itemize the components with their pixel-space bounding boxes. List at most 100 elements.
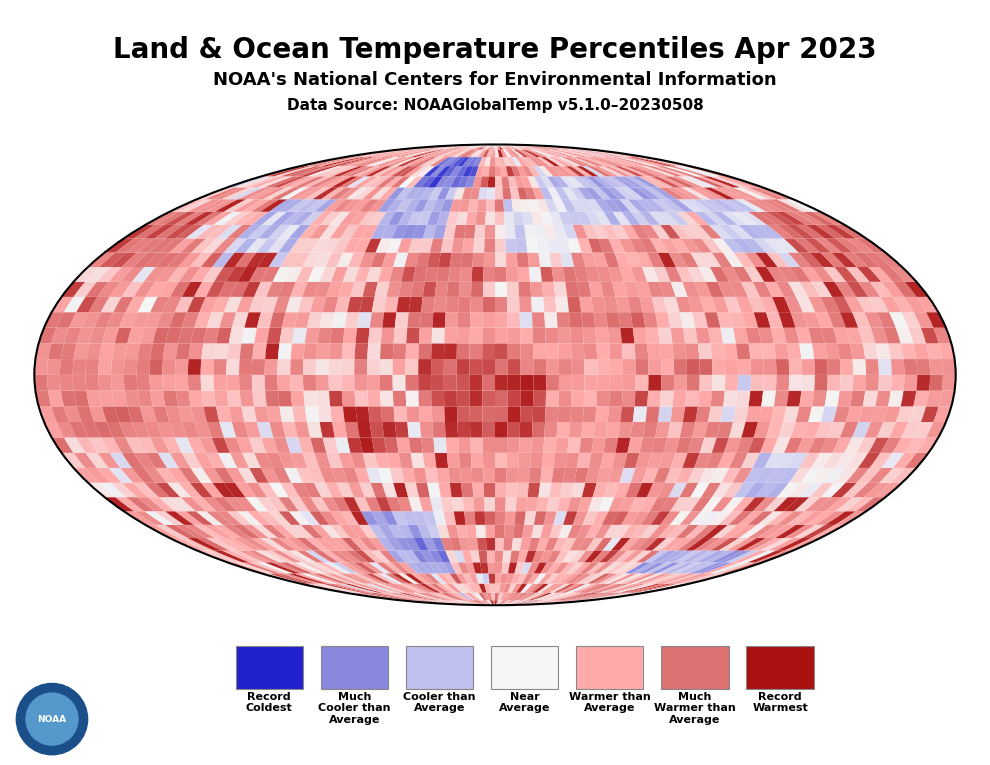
Polygon shape	[324, 538, 346, 551]
Polygon shape	[435, 282, 448, 297]
Polygon shape	[128, 327, 145, 343]
Polygon shape	[85, 375, 99, 391]
Polygon shape	[320, 267, 337, 282]
Polygon shape	[282, 422, 298, 438]
Polygon shape	[815, 312, 834, 327]
Polygon shape	[785, 199, 821, 212]
Polygon shape	[709, 225, 733, 239]
Polygon shape	[852, 359, 866, 375]
Polygon shape	[535, 593, 561, 601]
Polygon shape	[508, 149, 520, 157]
Polygon shape	[596, 343, 610, 359]
Polygon shape	[398, 212, 414, 225]
Polygon shape	[406, 327, 420, 343]
Polygon shape	[660, 199, 685, 212]
Polygon shape	[202, 267, 224, 282]
Polygon shape	[505, 239, 517, 252]
Polygon shape	[703, 551, 736, 562]
Polygon shape	[539, 483, 551, 497]
Polygon shape	[249, 176, 287, 187]
Polygon shape	[251, 375, 265, 391]
Polygon shape	[175, 359, 188, 375]
Polygon shape	[631, 166, 663, 176]
Polygon shape	[380, 391, 394, 406]
Polygon shape	[261, 297, 278, 312]
Polygon shape	[721, 406, 736, 422]
Polygon shape	[679, 483, 699, 497]
Polygon shape	[544, 438, 556, 453]
Polygon shape	[337, 252, 354, 267]
Polygon shape	[511, 574, 521, 584]
Polygon shape	[146, 212, 179, 225]
Polygon shape	[73, 282, 97, 297]
Polygon shape	[145, 483, 169, 497]
Polygon shape	[289, 511, 311, 525]
Polygon shape	[926, 391, 941, 406]
Polygon shape	[612, 157, 652, 166]
Polygon shape	[799, 453, 820, 468]
Polygon shape	[469, 327, 482, 343]
Polygon shape	[905, 282, 929, 297]
Polygon shape	[421, 297, 435, 312]
Polygon shape	[175, 511, 204, 525]
Polygon shape	[317, 562, 346, 574]
Polygon shape	[609, 391, 623, 406]
Polygon shape	[583, 406, 596, 422]
Polygon shape	[738, 375, 751, 391]
Polygon shape	[371, 511, 388, 525]
Polygon shape	[457, 149, 474, 157]
Polygon shape	[495, 199, 504, 212]
Polygon shape	[214, 525, 242, 538]
Polygon shape	[385, 166, 408, 176]
Polygon shape	[586, 199, 604, 212]
Polygon shape	[770, 406, 787, 422]
Polygon shape	[766, 483, 789, 497]
Polygon shape	[674, 359, 687, 375]
Polygon shape	[408, 157, 433, 166]
Polygon shape	[278, 343, 292, 359]
Polygon shape	[298, 297, 315, 312]
Polygon shape	[506, 252, 518, 267]
Polygon shape	[354, 375, 367, 391]
Polygon shape	[365, 157, 399, 166]
Polygon shape	[554, 574, 573, 584]
Polygon shape	[614, 252, 631, 267]
Polygon shape	[382, 422, 396, 438]
Polygon shape	[212, 483, 235, 497]
Polygon shape	[155, 525, 188, 538]
Polygon shape	[648, 212, 670, 225]
Polygon shape	[393, 375, 406, 391]
Polygon shape	[549, 574, 566, 584]
Polygon shape	[811, 525, 844, 538]
Polygon shape	[468, 584, 478, 593]
Polygon shape	[495, 422, 508, 438]
Polygon shape	[206, 511, 233, 525]
Polygon shape	[329, 375, 342, 391]
Polygon shape	[788, 483, 812, 497]
Polygon shape	[799, 391, 814, 406]
Polygon shape	[569, 149, 616, 157]
Polygon shape	[343, 406, 357, 422]
Polygon shape	[828, 422, 845, 438]
Polygon shape	[430, 497, 444, 511]
Polygon shape	[378, 468, 393, 483]
Polygon shape	[163, 391, 178, 406]
Polygon shape	[631, 468, 647, 483]
Polygon shape	[577, 453, 591, 468]
Polygon shape	[368, 176, 391, 187]
Polygon shape	[689, 225, 712, 239]
Polygon shape	[291, 391, 305, 406]
Polygon shape	[668, 252, 687, 267]
Polygon shape	[468, 157, 478, 166]
Polygon shape	[365, 239, 381, 252]
Polygon shape	[196, 511, 223, 525]
Polygon shape	[495, 252, 506, 267]
Polygon shape	[495, 282, 507, 297]
Polygon shape	[544, 225, 557, 239]
Polygon shape	[577, 593, 629, 601]
Polygon shape	[904, 375, 918, 391]
Polygon shape	[688, 438, 704, 453]
Polygon shape	[296, 187, 324, 199]
Polygon shape	[603, 297, 618, 312]
Polygon shape	[378, 166, 403, 176]
